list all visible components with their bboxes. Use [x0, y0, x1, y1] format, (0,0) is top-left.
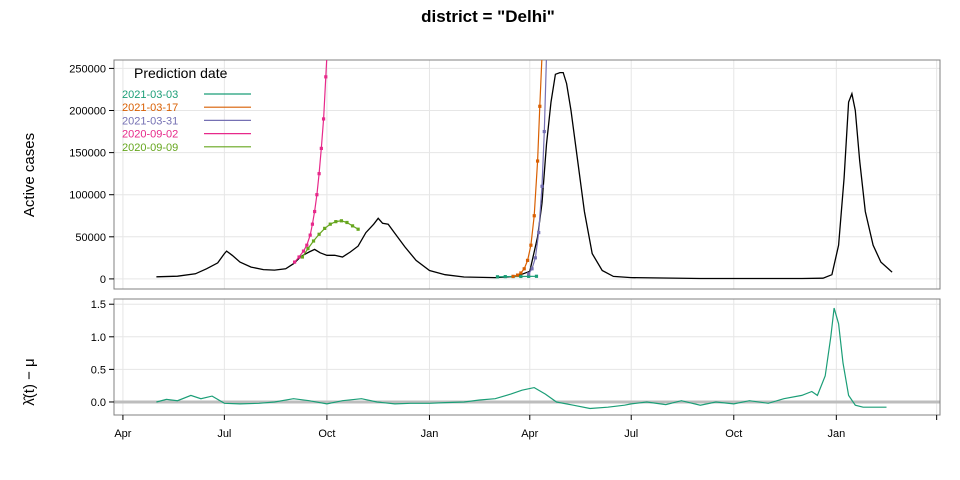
series-2020-09-09-point: [339, 219, 344, 223]
legend-label-2020-09-09: 2020-09-09: [122, 142, 178, 154]
series-2020-09-02-point: [325, 54, 328, 57]
series-2020-09-02-point: [313, 209, 317, 214]
series-2021-03-31-point: [545, 54, 548, 57]
series-2020-09-02-point: [321, 117, 326, 121]
bottom-panel-frame: [113, 298, 941, 416]
lambda-panel: 0.0 0.5 1.0 1.5 λ̂(t) − μ: [21, 298, 941, 416]
series-2020-09-09-point: [306, 246, 310, 251]
observed-active-cases-line: [156, 71, 893, 280]
bottom-y-axis: 0.0 0.5 1.0 1.5: [91, 299, 114, 409]
series-2020-09-02-point: [301, 249, 306, 253]
active-cases-panel: 0 50000 100000 150000 200000 250000 Active ca…: [21, 54, 941, 290]
series-2020-09-02-point: [297, 255, 301, 259]
x-tick-label: Jul: [217, 428, 231, 440]
series-2021-03-31-point: [542, 129, 546, 134]
series-2021-03-03-point: [527, 274, 531, 278]
legend-label-2021-03-03: 2021-03-03: [122, 89, 178, 101]
legend-title: Prediction date: [134, 65, 228, 81]
series-2021-03-17-point: [529, 243, 533, 247]
series-2021-03-17-point: [519, 271, 523, 275]
x-tick-label: Jan: [421, 428, 439, 440]
legend-label-2021-03-17: 2021-03-17: [122, 102, 178, 114]
series-2021-03-17-point: [532, 214, 536, 218]
series-2021-03-17-point: [515, 273, 520, 277]
series-2021-03-31-point: [537, 230, 541, 235]
series-2020-09-09-point: [300, 255, 304, 259]
bottom-y-tick-label: 1.5: [91, 299, 106, 311]
x-tick-label: Apr: [114, 428, 131, 440]
series-2021-03-17-line: [512, 60, 543, 277]
x-tick-label: Jul: [624, 428, 638, 440]
series-2020-09-02-point: [324, 75, 328, 79]
top-panel-frame: [113, 59, 941, 290]
series-2020-09-09-point: [350, 224, 355, 228]
chart-title: district = "Delhi": [421, 7, 555, 26]
series-2021-03-17-point: [511, 274, 515, 278]
series-2020-09-09-point: [334, 220, 338, 224]
series-2021-03-31-point: [533, 256, 537, 260]
series-2020-09-09-point: [356, 227, 360, 231]
series-2021-03-17-point: [538, 104, 542, 108]
x-tick-label: Jan: [827, 428, 845, 440]
series-2020-09-02-point: [315, 193, 319, 197]
series-2020-09-09-point: [317, 232, 321, 236]
top-y-axis: 0 50000 100000 150000 200000 250000: [69, 63, 114, 286]
top-series-group: [156, 54, 893, 280]
top-y-tick-label: 250000: [69, 63, 106, 75]
series-2021-03-17-point: [522, 267, 526, 271]
series-2021-03-17-point: [525, 258, 530, 262]
series-2020-09-02-point: [305, 243, 309, 247]
x-tick-label: Oct: [725, 428, 742, 440]
legend-label-2021-03-31: 2021-03-31: [122, 115, 178, 127]
x-tick-label: Oct: [318, 428, 335, 440]
x-tick-label: Apr: [521, 428, 538, 440]
series-2020-09-02-point: [319, 146, 323, 151]
series-2020-09-02-point: [310, 222, 315, 226]
series-2020-09-09-point: [323, 226, 327, 230]
top-y-tick-label: 150000: [69, 148, 106, 160]
series-2021-03-31-point: [530, 267, 534, 271]
series-2020-09-02-point: [308, 233, 312, 237]
legend: Prediction date 2021-03-032021-03-172021…: [122, 65, 251, 154]
series-2021-03-17-point: [535, 159, 540, 163]
top-y-axis-title: Active cases: [21, 133, 38, 217]
bottom-gridlines: [114, 299, 940, 415]
top-y-tick-label: 100000: [69, 190, 106, 202]
series-2020-09-09-point: [345, 220, 349, 225]
series-2020-09-02-point: [317, 172, 321, 176]
top-y-tick-label: 50000: [75, 232, 106, 244]
legend-label-2020-09-02: 2020-09-02: [122, 129, 178, 141]
series-2021-03-03-point: [495, 275, 500, 279]
series-2021-03-31-point: [540, 184, 544, 188]
series-2021-03-03-point: [503, 275, 507, 279]
series-2021-03-31-point: [527, 272, 531, 276]
series-2021-03-17-point: [540, 54, 543, 57]
bottom-y-axis-title: λ̂(t) − μ: [21, 358, 38, 405]
series-2020-09-09-point: [311, 239, 316, 243]
series-2020-09-09-point: [328, 222, 332, 226]
bottom-series-group: [156, 307, 887, 410]
lambda-series-line: [156, 307, 887, 410]
top-y-tick-label: 200000: [69, 106, 106, 118]
bottom-y-tick-label: 0.5: [91, 364, 106, 376]
bottom-y-tick-label: 1.0: [91, 332, 106, 344]
x-axis: Apr Jul Oct Jan Apr Jul Oct Jan: [114, 415, 938, 440]
series-2021-03-03-point: [519, 274, 523, 279]
top-y-tick-label: 0: [100, 274, 106, 286]
series-2021-03-03-point: [534, 274, 539, 278]
bottom-y-tick-label: 0.0: [91, 397, 106, 409]
series-2020-09-02-point: [292, 260, 297, 264]
